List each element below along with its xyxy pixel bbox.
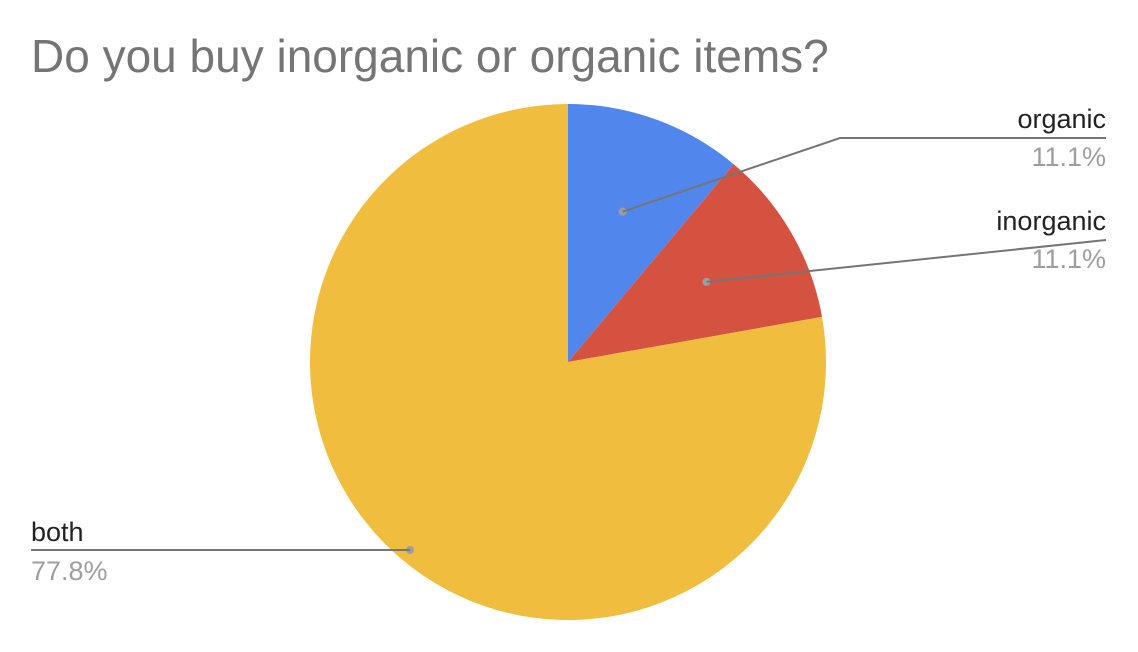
- pie-slice-inorganic[interactable]: [568, 164, 823, 362]
- leader-line-inorganic: [706, 239, 1107, 283]
- slice-label-organic: organic: [1017, 104, 1106, 134]
- slice-label-inorganic: inorganic: [996, 206, 1106, 236]
- leader-line-organic: [622, 137, 1106, 213]
- chart-title: Do you buy inorganic or organic items?: [31, 30, 829, 82]
- slices-layer: [309, 104, 826, 621]
- pie-slice-both[interactable]: [309, 104, 826, 621]
- slice-percent-inorganic: 11.1%: [1031, 244, 1106, 274]
- slice-percent-both: 77.8%: [31, 556, 108, 586]
- labels-layer: organic 11.1% inorganic 11.1% both 77.8%: [31, 104, 1107, 586]
- slice-label-both: both: [31, 517, 84, 547]
- pie-slice-organic[interactable]: [568, 104, 734, 362]
- slice-percent-organic: 11.1%: [1031, 142, 1106, 172]
